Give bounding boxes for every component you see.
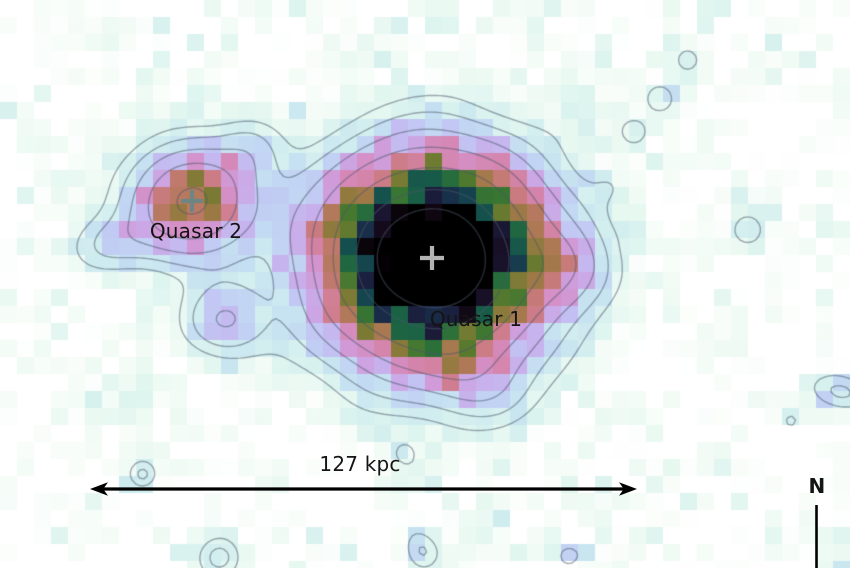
scale-bar-label: 127 kpc <box>319 452 401 476</box>
scale-bar <box>90 482 637 496</box>
quasar-1-marker <box>420 246 444 270</box>
quasar-2-marker <box>181 190 203 212</box>
quasar-1-label: Quasar 1 <box>429 307 523 331</box>
scale-bar-left-arrowhead <box>90 482 108 496</box>
scale-bar-right-arrowhead <box>619 482 637 496</box>
compass-north-label: N <box>808 474 826 498</box>
quasar-2-label: Quasar 2 <box>149 219 243 243</box>
